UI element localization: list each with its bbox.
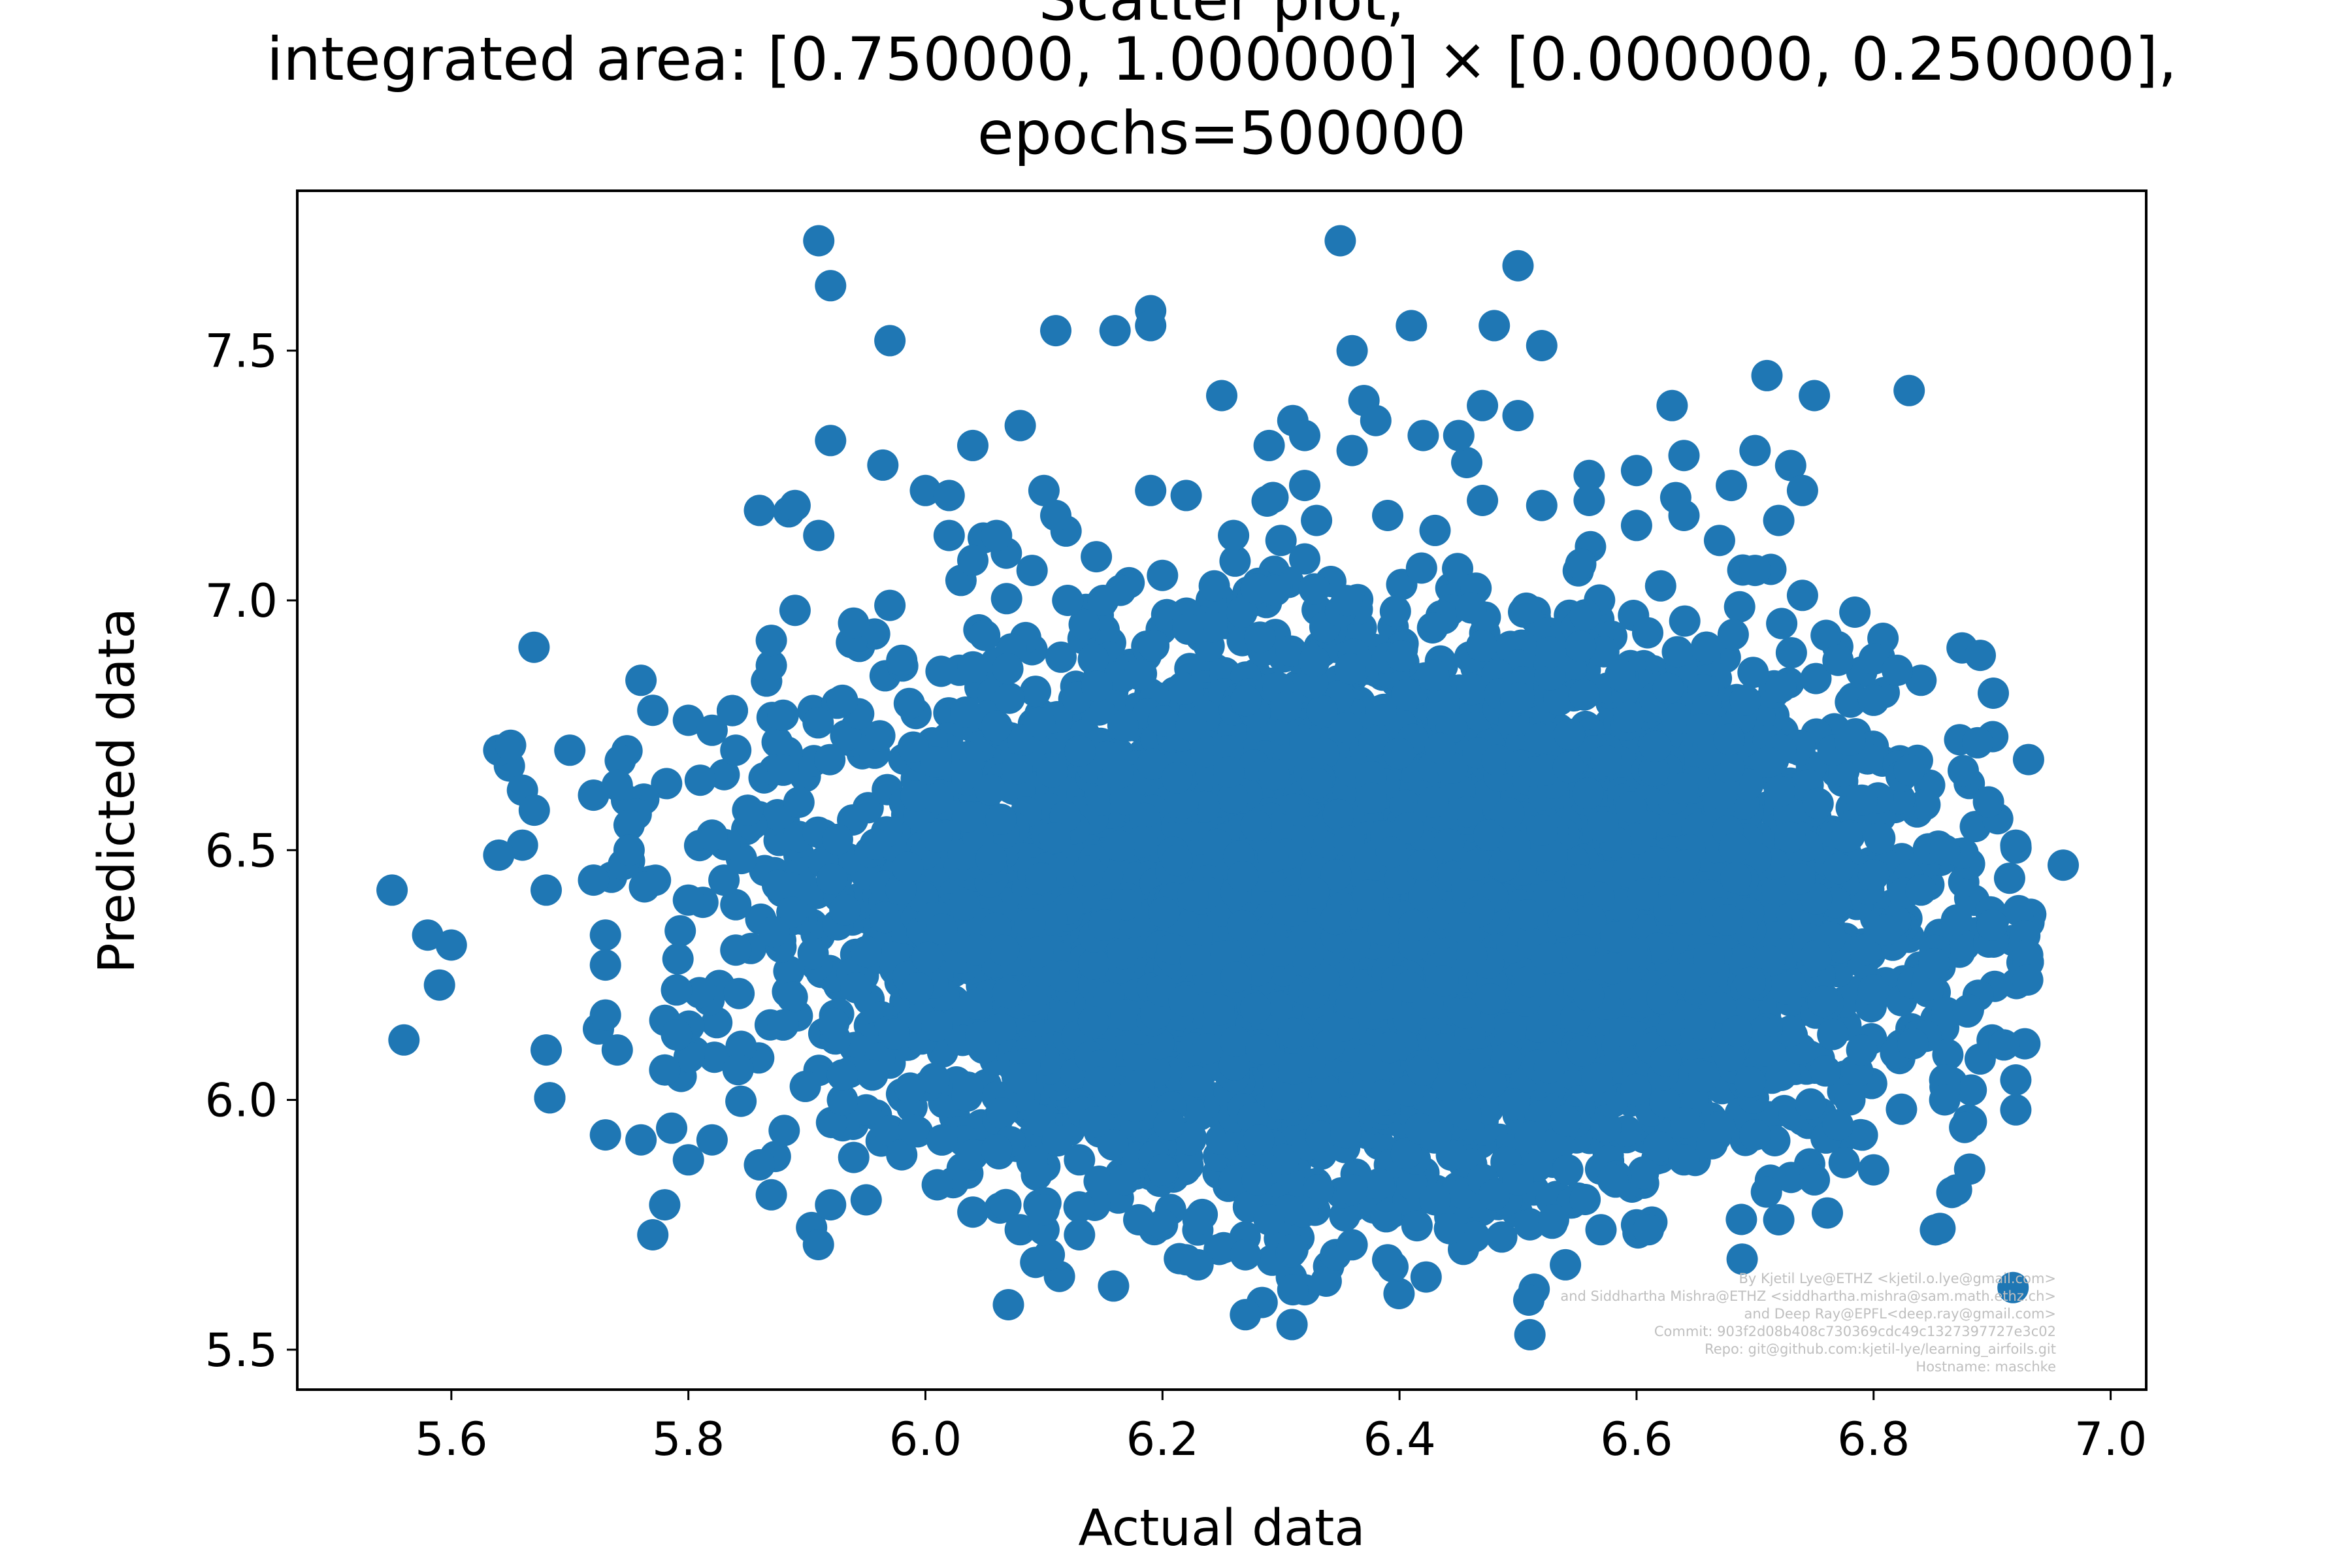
- data-point-1966: [1098, 1270, 1130, 1302]
- data-point-3685: [814, 743, 846, 776]
- data-point-3476: [1737, 657, 1769, 689]
- data-point-4286: [768, 1115, 800, 1147]
- data-point-3090: [957, 651, 989, 683]
- title-line-2: integrated area: [0.750000, 1.000000] × …: [267, 25, 2177, 94]
- data-point-917: [1775, 637, 1807, 669]
- data-point-713: [708, 759, 740, 791]
- data-point-462: [651, 768, 683, 800]
- data-point-1215: [1644, 570, 1676, 602]
- data-point-4644: [1370, 1201, 1402, 1233]
- data-point-4383: [1081, 541, 1113, 573]
- data-point-4619: [1544, 1129, 1576, 1161]
- data-point-3223: [1997, 1271, 2029, 1303]
- data-point-3731: [1800, 662, 1832, 694]
- data-point-3926: [1948, 930, 1980, 962]
- data-point-2666: [1513, 1284, 1544, 1316]
- data-point-3482: [875, 1115, 906, 1147]
- data-point-1273: [1766, 608, 1798, 640]
- data-point-4871: [1590, 1111, 1622, 1143]
- data-point-4354: [725, 1030, 757, 1062]
- data-point-4469: [1978, 678, 2009, 709]
- data-point-2265: [1451, 447, 1482, 478]
- data-point-4451: [1442, 553, 1473, 585]
- data-point-3394: [1405, 552, 1437, 584]
- data-point-4284: [1459, 1220, 1490, 1252]
- data-point-4457: [1226, 596, 1258, 629]
- data-point-4740: [1661, 702, 1693, 734]
- data-point-4723: [1552, 1154, 1584, 1186]
- data-point-3271: [925, 655, 957, 687]
- data-point-3288: [802, 1229, 834, 1260]
- title-line-3: epochs=500000: [977, 99, 1466, 168]
- data-point-2111: [1401, 1210, 1433, 1242]
- data-point-3402: [1632, 617, 1663, 649]
- data-points: [376, 225, 2079, 1350]
- data-point-4585: [1812, 1197, 1843, 1229]
- data-point-2098: [867, 449, 899, 481]
- data-point-2489: [864, 720, 896, 752]
- data-point-3859: [1410, 1261, 1442, 1293]
- data-point-1382: [1909, 789, 1941, 821]
- data-point-4034: [1172, 1150, 1204, 1182]
- data-point-3652: [723, 977, 755, 1009]
- chart-title: Scatter plot, integrated area: [0.750000…: [267, 0, 2177, 168]
- data-point-1792: [518, 631, 550, 663]
- data-point-4741: [1289, 543, 1320, 575]
- data-point-4964: [1244, 621, 1276, 653]
- title-line-1: Scatter plot,: [1039, 0, 1405, 34]
- data-point-4213: [957, 1196, 989, 1228]
- data-point-2561: [1972, 786, 2004, 818]
- data-point-4233: [1276, 1309, 1308, 1341]
- data-point-1275: [720, 889, 752, 921]
- data-point-1064: [656, 1112, 687, 1144]
- data-point-3798: [1886, 1093, 1918, 1125]
- data-point-1138: [1083, 1166, 1115, 1197]
- data-point-2431: [1383, 1278, 1415, 1309]
- data-point-4236: [1828, 1147, 1860, 1179]
- data-point-2849: [1257, 482, 1289, 514]
- data-point-4684: [1765, 671, 1797, 703]
- data-point-2878: [1045, 641, 1077, 673]
- data-point-4572: [1774, 1015, 1806, 1047]
- data-point-4941: [802, 707, 834, 739]
- data-point-3142: [1565, 548, 1597, 580]
- data-point-4921: [1097, 1129, 1129, 1161]
- data-point-3057: [664, 915, 696, 947]
- data-point-3457: [1932, 1039, 1964, 1071]
- data-point-4226: [894, 1072, 926, 1104]
- data-point-4117: [1219, 545, 1251, 577]
- data-point-3817: [1020, 676, 1051, 708]
- data-point-3293: [1955, 1074, 1987, 1106]
- data-point-4049: [1961, 727, 1993, 759]
- data-point-4706: [838, 1141, 870, 1173]
- data-point-4945: [1379, 595, 1411, 627]
- data-point-1470: [725, 1085, 757, 1117]
- data-point-3031: [990, 1188, 1022, 1220]
- data-point-918: [1486, 1221, 1518, 1253]
- data-point-1364: [990, 583, 1022, 615]
- data-point-2168: [1924, 1213, 1956, 1245]
- data-point-973: [2012, 743, 2044, 776]
